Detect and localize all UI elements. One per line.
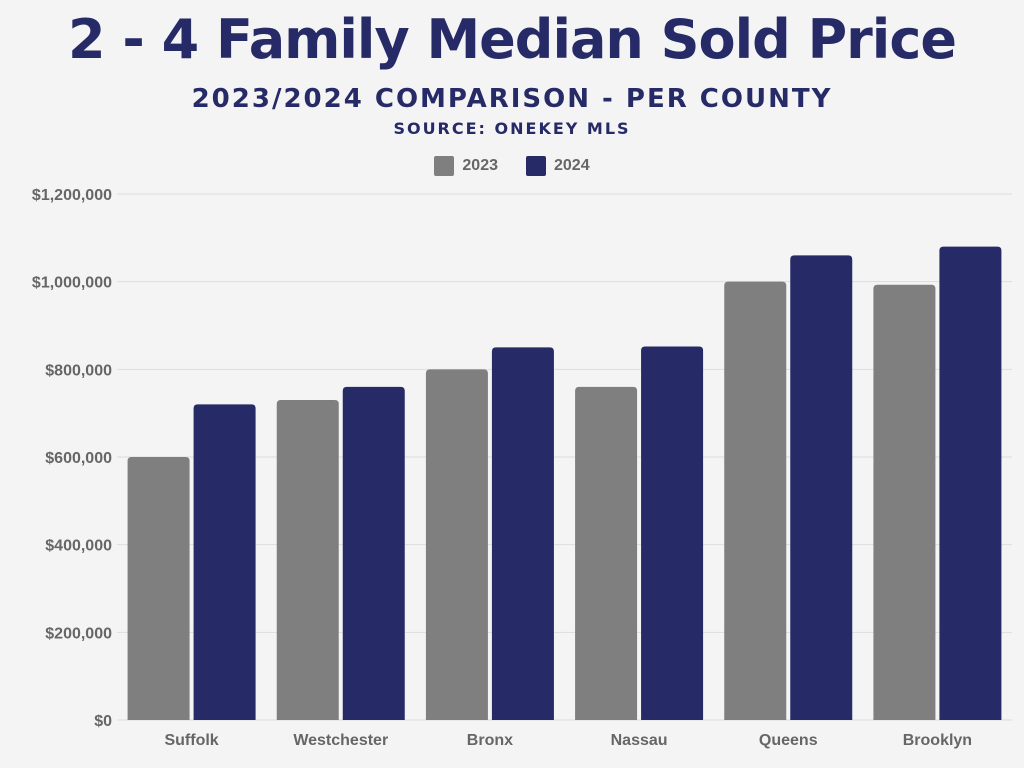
legend-label-2024: 2024 bbox=[554, 157, 590, 174]
x-tick-label: Queens bbox=[759, 732, 818, 749]
chart-title: 2 - 4 Family Median Sold Price bbox=[68, 8, 957, 71]
bar-2023-nassau bbox=[575, 386, 638, 720]
bar-2023-queens bbox=[724, 281, 787, 720]
x-tick-label: Nassau bbox=[611, 732, 668, 749]
bar-2023-bronx bbox=[425, 369, 488, 720]
x-tick-label: Westchester bbox=[293, 732, 388, 749]
bar-2024-queens bbox=[790, 255, 853, 720]
chart-subtitle: 2023/2024 COMPARISON - PER COUNTY bbox=[191, 84, 833, 114]
legend-swatch-2023 bbox=[434, 156, 455, 176]
bar-2024-brooklyn bbox=[939, 246, 1002, 720]
y-tick-label: $800,000 bbox=[45, 362, 112, 379]
legend-label-2023: 2023 bbox=[462, 157, 498, 174]
bar-2024-suffolk bbox=[193, 404, 256, 720]
legend-item-2023: 2023 bbox=[434, 156, 498, 176]
bar-2023-suffolk bbox=[127, 457, 190, 720]
chart-source: SOURCE: ONEKEY MLS bbox=[393, 119, 631, 138]
y-tick-label: $600,000 bbox=[45, 450, 112, 467]
y-tick-label: $0 bbox=[94, 713, 112, 730]
legend-swatch-2024 bbox=[526, 156, 546, 176]
y-tick-label: $1,000,000 bbox=[32, 275, 112, 292]
bar-2024-nassau bbox=[641, 346, 704, 720]
y-tick-label: $200,000 bbox=[45, 625, 112, 642]
bar-2023-brooklyn bbox=[873, 284, 936, 720]
bar-2024-bronx bbox=[491, 347, 554, 720]
y-tick-label: $400,000 bbox=[45, 538, 112, 555]
bar-2024-westchester bbox=[342, 386, 405, 720]
bar-2023-westchester bbox=[276, 400, 339, 720]
y-tick-label: $1,200,000 bbox=[32, 187, 112, 204]
x-tick-label: Brooklyn bbox=[903, 732, 972, 749]
legend-item-2024: 2024 bbox=[526, 156, 590, 176]
legend: 2023 2024 bbox=[0, 156, 1024, 176]
x-tick-label: Bronx bbox=[467, 732, 513, 749]
x-tick-label: Suffolk bbox=[164, 732, 218, 749]
